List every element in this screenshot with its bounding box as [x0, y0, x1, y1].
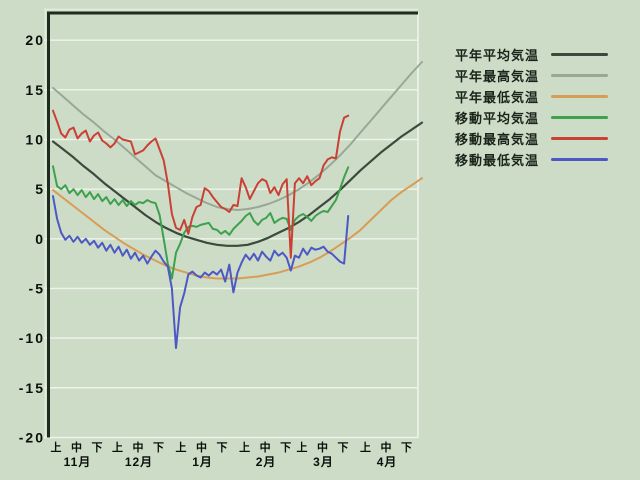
- x-jun-label-15: 上: [360, 440, 371, 454]
- y-axis-label-10: 10: [25, 132, 45, 148]
- moving-mean-line-swatch: [551, 116, 608, 119]
- legend-label: 移動最低気温: [455, 153, 540, 168]
- x-jun-label-10: 中: [260, 440, 271, 454]
- legend-item-normal-min: 平年最低気温: [455, 86, 615, 107]
- normal-min-line-swatch: [551, 95, 608, 98]
- moving-min-line: [52, 195, 350, 349]
- moving-max-line-swatch: [551, 137, 608, 140]
- x-jun-label-5: 下: [153, 441, 164, 454]
- y-axis-label--15: -15: [19, 380, 45, 396]
- x-jun-label-2: 下: [92, 441, 103, 454]
- legend-label: 移動平均気温: [455, 111, 540, 126]
- y-axis-label--5: -5: [29, 280, 45, 296]
- legend-item-moving-min: 移動最低気温: [455, 149, 615, 170]
- x-jun-label-4: 中: [133, 440, 144, 454]
- legend: 平年平均気温 平年最高気温 平年最低気温 移動平均気温 移動最高気温 移動最低気…: [455, 44, 615, 170]
- x-month-label-2: 1月: [192, 455, 213, 469]
- y-axis-label-5: 5: [35, 181, 45, 197]
- x-jun-label-0: 上: [51, 440, 62, 454]
- normal-max-line: [52, 61, 423, 211]
- x-jun-label-3: 上: [112, 440, 123, 454]
- legend-item-normal-max: 平年最高気温: [455, 65, 615, 86]
- y-axis-label--20: -20: [19, 429, 45, 445]
- moving-min-line-swatch: [551, 158, 608, 161]
- x-jun-label-13: 中: [317, 440, 328, 454]
- x-month-label-1: 12月: [125, 455, 153, 469]
- legend-item-normal-mean: 平年平均気温: [455, 44, 615, 65]
- normal-mean-line-swatch: [551, 53, 608, 56]
- x-jun-label-14: 下: [338, 441, 349, 454]
- y-axis-label--10: -10: [19, 330, 45, 346]
- legend-item-moving-max: 移動最高気温: [455, 128, 615, 149]
- legend-label: 平年最低気温: [455, 90, 540, 105]
- normal-min-line: [52, 177, 423, 280]
- x-month-label-5: 4月: [377, 455, 398, 469]
- normal-max-line-swatch: [551, 74, 608, 77]
- x-jun-label-8: 下: [217, 441, 228, 454]
- legend-label: 平年平均気温: [455, 48, 540, 63]
- moving-max-line: [52, 109, 350, 259]
- x-jun-label-11: 下: [280, 441, 291, 454]
- normal-mean-line: [51, 121, 424, 247]
- legend-label: 平年最高気温: [455, 69, 540, 84]
- x-month-label-4: 3月: [313, 455, 334, 469]
- x-jun-label-7: 中: [196, 440, 207, 454]
- y-axis-label-15: 15: [25, 82, 45, 98]
- x-month-label-3: 2月: [256, 455, 277, 469]
- x-jun-label-9: 上: [239, 440, 250, 454]
- y-axis-label-20: 20: [25, 32, 45, 48]
- x-jun-label-12: 上: [297, 440, 308, 454]
- x-jun-label-6: 上: [176, 440, 187, 454]
- moving-mean-line: [52, 165, 350, 280]
- x-month-label-0: 11月: [64, 455, 92, 469]
- x-jun-label-1: 中: [71, 440, 82, 454]
- x-jun-label-17: 下: [401, 441, 412, 454]
- y-axis-label-0: 0: [35, 231, 45, 247]
- legend-label: 移動最高気温: [455, 132, 540, 147]
- legend-item-moving-mean: 移動平均気温: [455, 107, 615, 128]
- x-jun-label-16: 中: [381, 440, 392, 454]
